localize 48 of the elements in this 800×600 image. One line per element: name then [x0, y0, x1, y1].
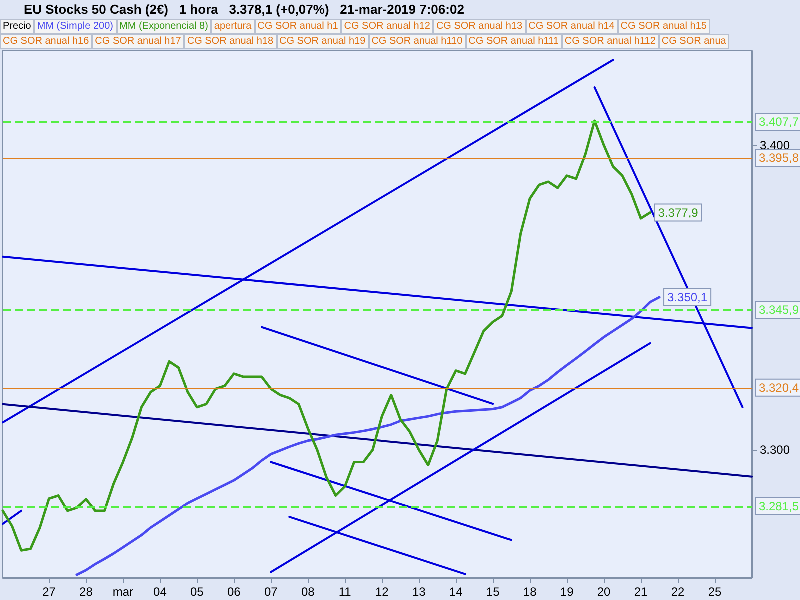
text: apertura [211, 19, 255, 34]
line-series [76, 296, 661, 576]
text: CG SOR anual h112 [562, 34, 659, 49]
data-label: 3.350,1 [668, 290, 708, 304]
x-tick-label: 15 [486, 585, 500, 599]
text: CG SOR anual h18 [184, 34, 277, 49]
text: CG SOR anual h110 [368, 34, 466, 49]
text: CG SOR anual h15 [618, 19, 710, 34]
ref-line-label: 3.345,9 [759, 303, 800, 318]
text: CG SOR anual h12 [341, 19, 434, 34]
x-tick-label: 27 [42, 585, 56, 599]
y-tick-label: 3.400 [760, 138, 790, 152]
chart-title: EU Stocks 50 Cash (2€) 1 hora 3.378,1 (+0,07%) 21-mar-2019 7:06:02 [23, 1, 466, 19]
text: CG SOR anual h17 [92, 34, 184, 49]
x-tick-label: 11 [338, 585, 352, 599]
y-tick-label: 3.300 [760, 443, 790, 458]
x-tick-label: 13 [412, 585, 426, 599]
text: CG SOR anual h1 [254, 19, 342, 34]
x-tick-label: 20 [597, 585, 612, 599]
text: MM (Exponencial 8) [116, 19, 212, 34]
text: MM (Simple 200) [34, 19, 116, 34]
text: CG SOR anual h19 [276, 34, 369, 49]
text: Precio [0, 19, 34, 34]
text: CG SOR anual h111 [466, 34, 562, 49]
x-tick-label: 22 [671, 585, 686, 599]
x-tick-label: 25 [708, 585, 722, 599]
ref-line-label: 3.407,7 [759, 114, 800, 129]
x-tick-label: 07 [264, 585, 278, 599]
text: CG SOR anual h14 [526, 19, 618, 34]
x-tick-label: 19 [560, 585, 574, 599]
x-tick-label: 14 [449, 585, 464, 599]
ref-line-label: 3.320,4 [759, 380, 800, 395]
data-label: 3.377,9 [658, 206, 699, 220]
line-series [2, 120, 652, 552]
x-tick-label: 08 [301, 585, 316, 599]
x-tick-label: mar [112, 585, 134, 599]
x-tick-label: 21 [634, 585, 648, 599]
x-tick-label: 18 [523, 585, 538, 599]
x-tick-label: 12 [375, 585, 390, 599]
x-tick-label: 06 [227, 585, 242, 599]
ref-line-label: 3.395,8 [759, 151, 800, 166]
x-tick-label: 04 [154, 585, 168, 599]
x-tick-label: 05 [190, 585, 204, 599]
text: CG SOR anua [658, 34, 730, 49]
text: CG SOR anual h16 [0, 34, 92, 49]
x-tick-label: 28 [80, 585, 94, 599]
text: CG SOR anual h13 [433, 19, 526, 34]
ref-line-label: 3.281,5 [759, 499, 800, 514]
